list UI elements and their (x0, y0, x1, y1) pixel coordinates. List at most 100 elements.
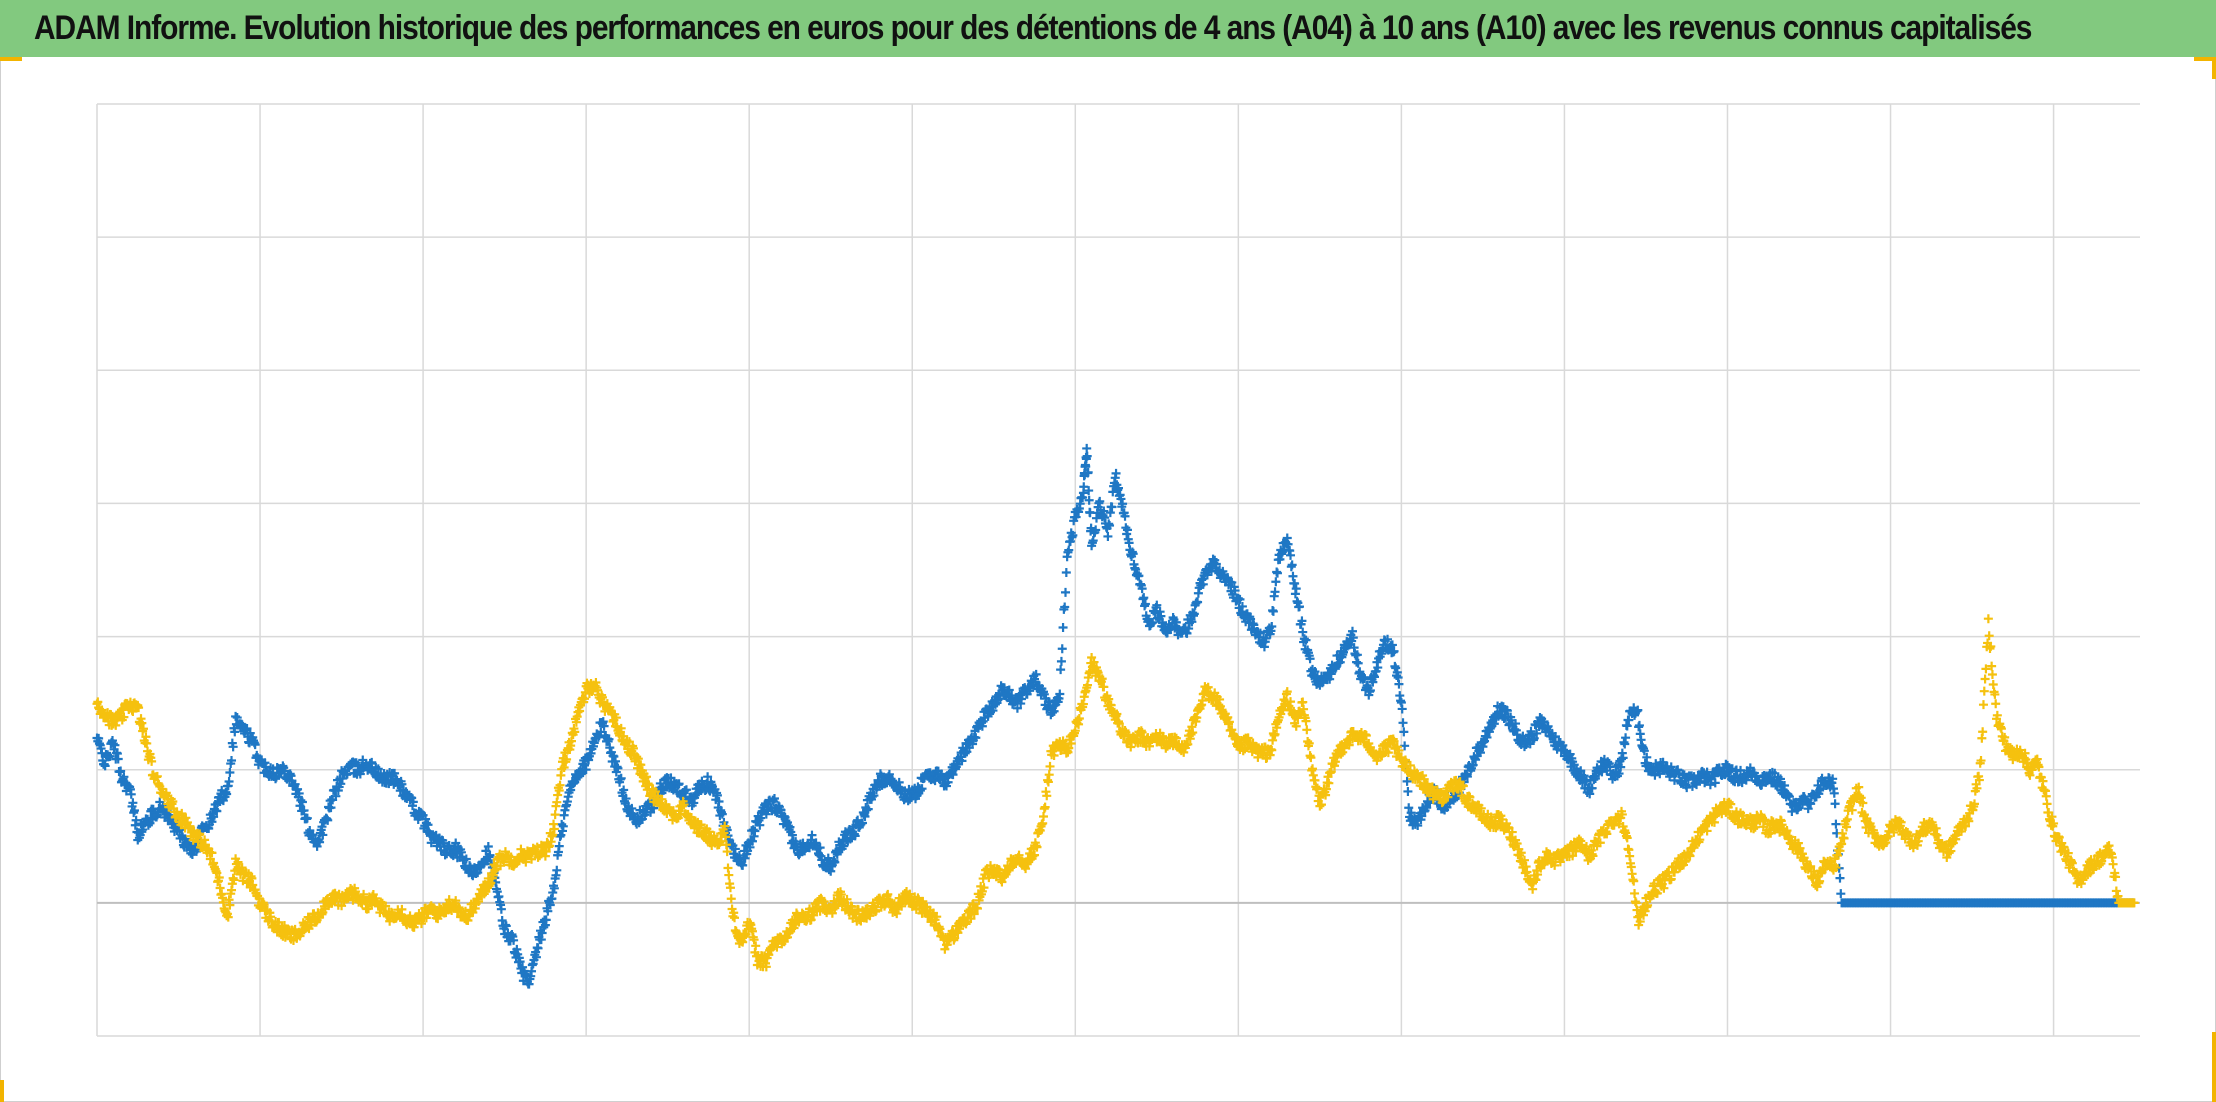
data-point (1183, 739, 1193, 749)
data-point (1012, 703, 1022, 713)
data-point (1057, 644, 1067, 654)
data-point (681, 785, 691, 795)
data-point (315, 837, 325, 847)
data-point (1083, 680, 1093, 690)
data-point (1235, 594, 1245, 604)
data-point (1198, 579, 1208, 589)
data-point (331, 791, 341, 801)
data-point (1978, 700, 1988, 710)
data-point (1724, 797, 1734, 807)
data-point (1044, 770, 1054, 780)
data-point (1039, 689, 1049, 699)
data-point (1275, 554, 1285, 564)
data-point (214, 872, 224, 882)
data-point (225, 900, 235, 910)
data-point (1111, 468, 1121, 478)
data-point (1979, 686, 1989, 696)
data-point (1413, 821, 1423, 831)
data-point (1348, 633, 1358, 643)
data-point (1635, 917, 1645, 927)
data-point (1383, 748, 1393, 758)
data-point (749, 935, 759, 945)
series-2 (92, 614, 2139, 972)
data-point (2063, 848, 2073, 858)
data-point (209, 812, 219, 822)
data-point (1253, 752, 1263, 762)
data-point (1193, 597, 1203, 607)
data-point (1325, 674, 1335, 684)
chart-title: ADAM Informe. Evolution historique des p… (34, 9, 2032, 47)
data-point (1815, 876, 1825, 886)
data-point (1976, 756, 1986, 766)
data-point (367, 757, 377, 767)
data-point (1326, 669, 1336, 679)
data-point (119, 772, 129, 782)
data-point (871, 905, 881, 915)
data-point (317, 822, 327, 832)
data-point (1595, 838, 1605, 848)
data-point (558, 821, 568, 831)
data-point (1066, 739, 1076, 749)
data-point (318, 830, 328, 840)
data-point (604, 734, 614, 744)
data-point (1622, 833, 1632, 843)
data-point (1533, 870, 1543, 880)
data-point (1921, 828, 1931, 838)
data-point (1301, 635, 1311, 645)
data-point (957, 756, 967, 766)
data-point (1702, 826, 1712, 836)
data-point (195, 829, 205, 839)
data-point (1310, 667, 1320, 677)
data-point (1064, 545, 1074, 555)
data-point (1516, 848, 1526, 858)
data-point (1270, 587, 1280, 597)
data-point (1741, 775, 1751, 785)
data-point (1806, 861, 1816, 871)
data-point (830, 857, 840, 867)
data-point (1294, 602, 1304, 612)
data-point (1230, 586, 1240, 596)
data-point (1267, 745, 1277, 755)
data-point (703, 772, 713, 782)
data-point (1049, 706, 1059, 716)
data-point (1831, 863, 1841, 873)
data-point (1272, 568, 1282, 578)
data-point (544, 841, 554, 851)
data-point (972, 903, 982, 913)
data-point (1643, 900, 1653, 910)
data-point (1829, 788, 1839, 798)
data-point (137, 718, 147, 728)
data-point (533, 943, 543, 953)
data-point (1082, 443, 1092, 453)
data-point (1298, 627, 1308, 637)
data-point (1091, 525, 1101, 535)
data-point (1399, 727, 1409, 737)
data-point (1040, 802, 1050, 812)
data-point (1837, 839, 1847, 849)
data-point (1317, 800, 1326, 810)
data-point (1104, 694, 1114, 704)
data-point (207, 817, 217, 827)
data-point (299, 805, 309, 815)
data-point (1032, 842, 1042, 852)
data-point (738, 937, 748, 947)
data-point (1970, 799, 1980, 809)
data-point (461, 854, 471, 864)
data-point (1991, 699, 2001, 709)
corner-accent-bottom-left (0, 1080, 4, 1102)
data-point (1990, 689, 2000, 699)
data-point (1315, 801, 1325, 811)
data-point (747, 836, 757, 846)
data-point (1630, 888, 1640, 898)
data-point (1980, 674, 1990, 684)
data-point (409, 922, 419, 932)
data-point (1152, 600, 1162, 610)
data-point (1088, 536, 1098, 546)
data-point (1139, 593, 1149, 603)
data-point (2111, 872, 2121, 882)
data-point (1585, 789, 1595, 799)
data-point (1710, 778, 1720, 788)
data-point (1286, 550, 1296, 560)
data-point (1404, 803, 1414, 813)
data-point (1042, 791, 1052, 801)
